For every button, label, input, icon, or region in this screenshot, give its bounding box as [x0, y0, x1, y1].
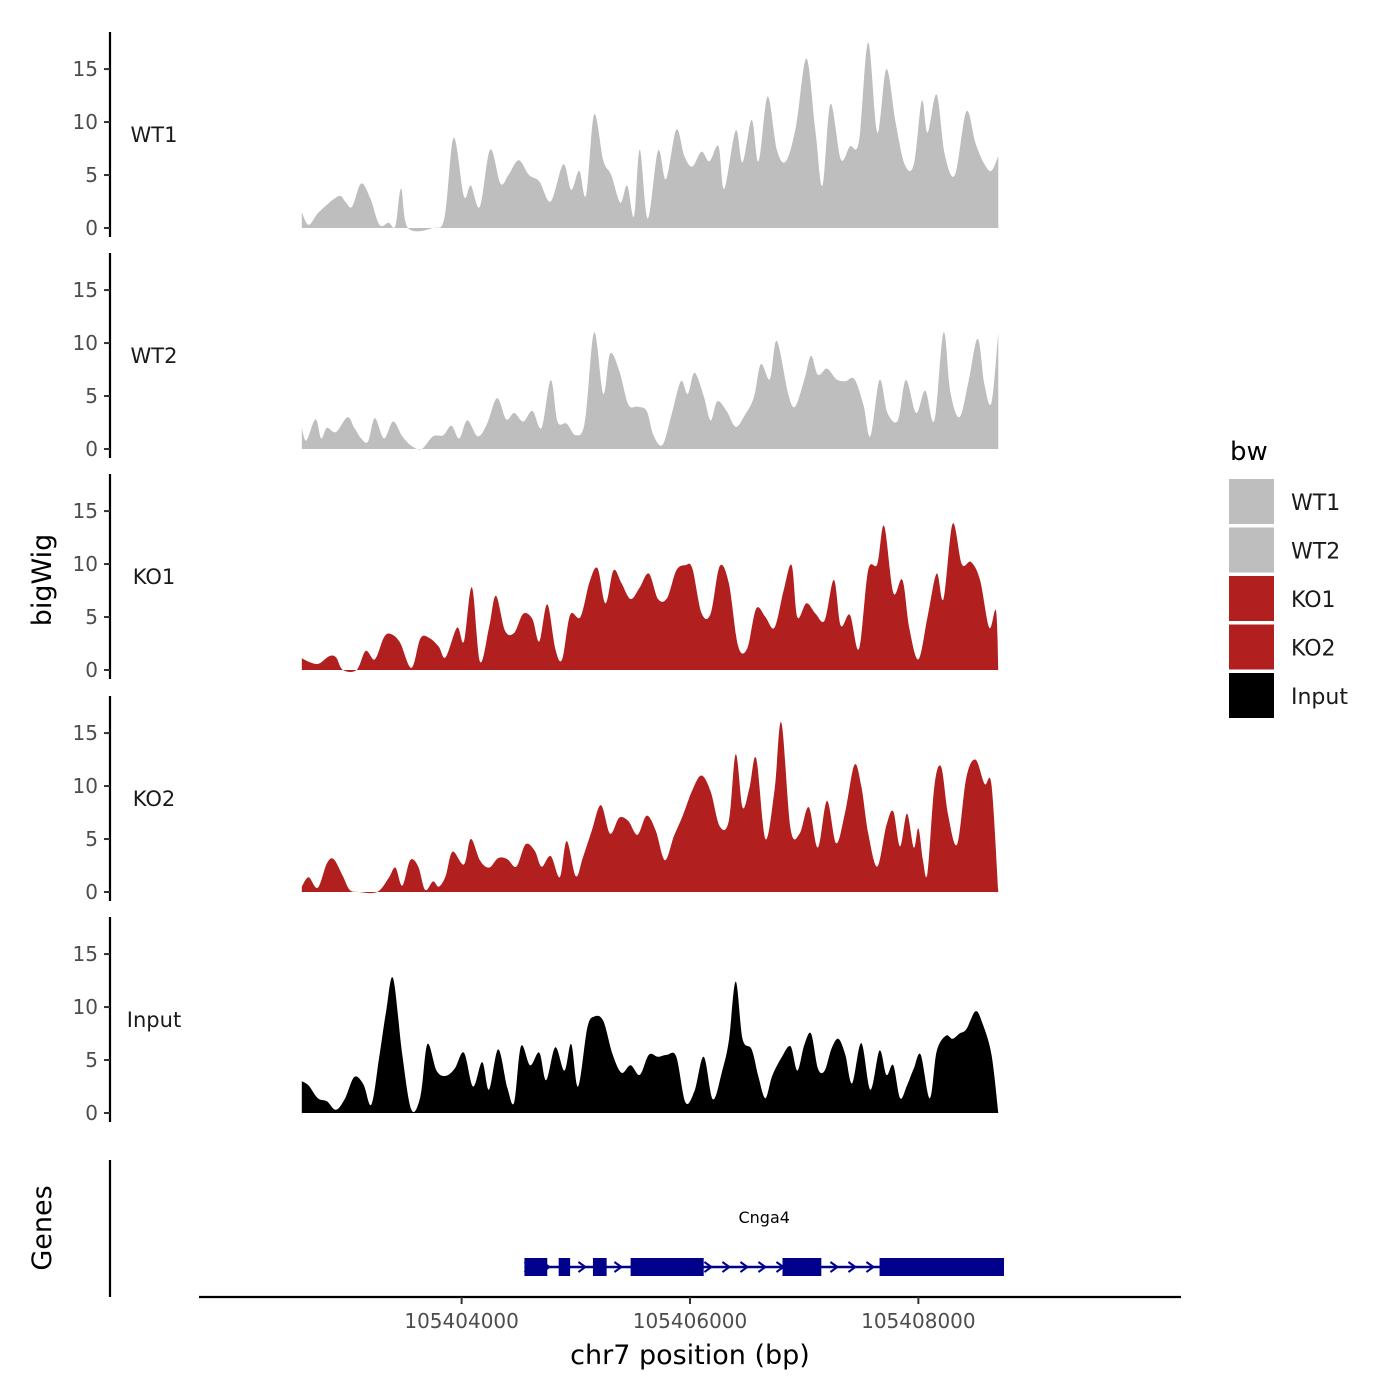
- exon-2: [558, 1258, 571, 1276]
- exon-4: [630, 1258, 704, 1276]
- x-tick-label: 105408000: [861, 1309, 976, 1333]
- track-label-ko1: KO1: [133, 565, 176, 589]
- strand-chevron: [577, 1261, 588, 1273]
- legend-label-wt1: WT1: [1291, 491, 1340, 516]
- area-input: [301, 977, 999, 1113]
- genes-axis-title: Genes: [27, 1185, 58, 1270]
- y-tick-label: 5: [85, 605, 98, 629]
- exon-5: [782, 1258, 822, 1276]
- legend-title: bw: [1230, 437, 1268, 467]
- exon-3: [592, 1258, 607, 1276]
- track-wt1: 0 5 10 15 WT1: [73, 32, 999, 240]
- strand-chevron: [757, 1261, 768, 1273]
- strand-chevron: [739, 1261, 750, 1273]
- legend-key-ko1: [1229, 576, 1274, 621]
- x-axis: 105404000 105406000 105408000: [199, 1295, 1181, 1333]
- y-tick-label: 5: [85, 1048, 98, 1072]
- y-tick-label: 0: [85, 1101, 98, 1125]
- legend-label-ko1: KO1: [1291, 588, 1336, 613]
- track-label-ko2: KO2: [133, 787, 176, 811]
- strand-chevron: [865, 1261, 876, 1273]
- y-tick-label: 0: [85, 216, 98, 240]
- strand-chevron: [721, 1261, 732, 1273]
- y-tick-label: 5: [85, 827, 98, 851]
- area-wt1: [301, 42, 999, 232]
- track-ko2: 0 5 10 15 KO2: [73, 696, 999, 904]
- y-tick-label: 15: [73, 721, 98, 745]
- legend: bw WT1 WT2 KO1 KO2 Input: [1229, 437, 1348, 718]
- legend-label-input: Input: [1291, 685, 1348, 710]
- y-tick-label: 10: [73, 110, 98, 134]
- area-ko2: [301, 721, 999, 894]
- genes-panel: Cnga4: [108, 1160, 1005, 1297]
- track-label-wt2: WT2: [131, 344, 178, 368]
- y-tick-label: 15: [73, 278, 98, 302]
- exon-1: [524, 1258, 548, 1276]
- exon-6: [879, 1258, 1005, 1276]
- track-label-input: Input: [127, 1008, 181, 1032]
- track-label-wt1: WT1: [131, 123, 178, 147]
- y-tick-label: 5: [85, 384, 98, 408]
- y-tick-label: 10: [73, 331, 98, 355]
- strand-chevron: [613, 1261, 624, 1273]
- strand-chevron: [847, 1261, 858, 1273]
- y-tick-label: 15: [73, 57, 98, 81]
- area-wt2: [301, 332, 999, 450]
- y-tick-label: 15: [73, 942, 98, 966]
- legend-key-ko2: [1229, 624, 1274, 670]
- legend-key-wt1: [1229, 479, 1274, 524]
- x-axis-title: chr7 position (bp): [570, 1340, 810, 1371]
- strand-chevron: [829, 1261, 840, 1273]
- area-ko1: [301, 523, 999, 673]
- y-tick-label: 5: [85, 163, 98, 187]
- strand-chevron: [703, 1261, 714, 1273]
- y-tick-label: 10: [73, 774, 98, 798]
- y-tick-label: 10: [73, 552, 98, 576]
- gene-label-cnga4: Cnga4: [738, 1208, 789, 1227]
- y-tick-label: 15: [73, 499, 98, 523]
- y-tick-label: 0: [85, 437, 98, 461]
- track-input: 0 5 10 15 Input: [73, 917, 999, 1125]
- legend-label-wt2: WT2: [1291, 540, 1340, 565]
- track-wt2: 0 5 10 15 WT2: [73, 253, 999, 461]
- x-tick-label: 105404000: [404, 1309, 519, 1333]
- legend-label-ko2: KO2: [1291, 637, 1336, 662]
- y-tick-label: 0: [85, 880, 98, 904]
- y-axis-title: bigWig: [27, 534, 58, 627]
- x-tick-label: 105406000: [633, 1309, 748, 1333]
- track-ko1: 0 5 10 15 KO1: [73, 474, 999, 682]
- legend-key-input: [1229, 673, 1274, 718]
- y-tick-label: 10: [73, 995, 98, 1019]
- y-tick-label: 0: [85, 658, 98, 682]
- coverage-tracks: 0 5 10 15 WT1 0 5 10 15 WT2 0 5 10 15 KO1 0 5 10 15 KO2 0 5 10…: [73, 32, 999, 1125]
- legend-key-wt2: [1229, 527, 1274, 573]
